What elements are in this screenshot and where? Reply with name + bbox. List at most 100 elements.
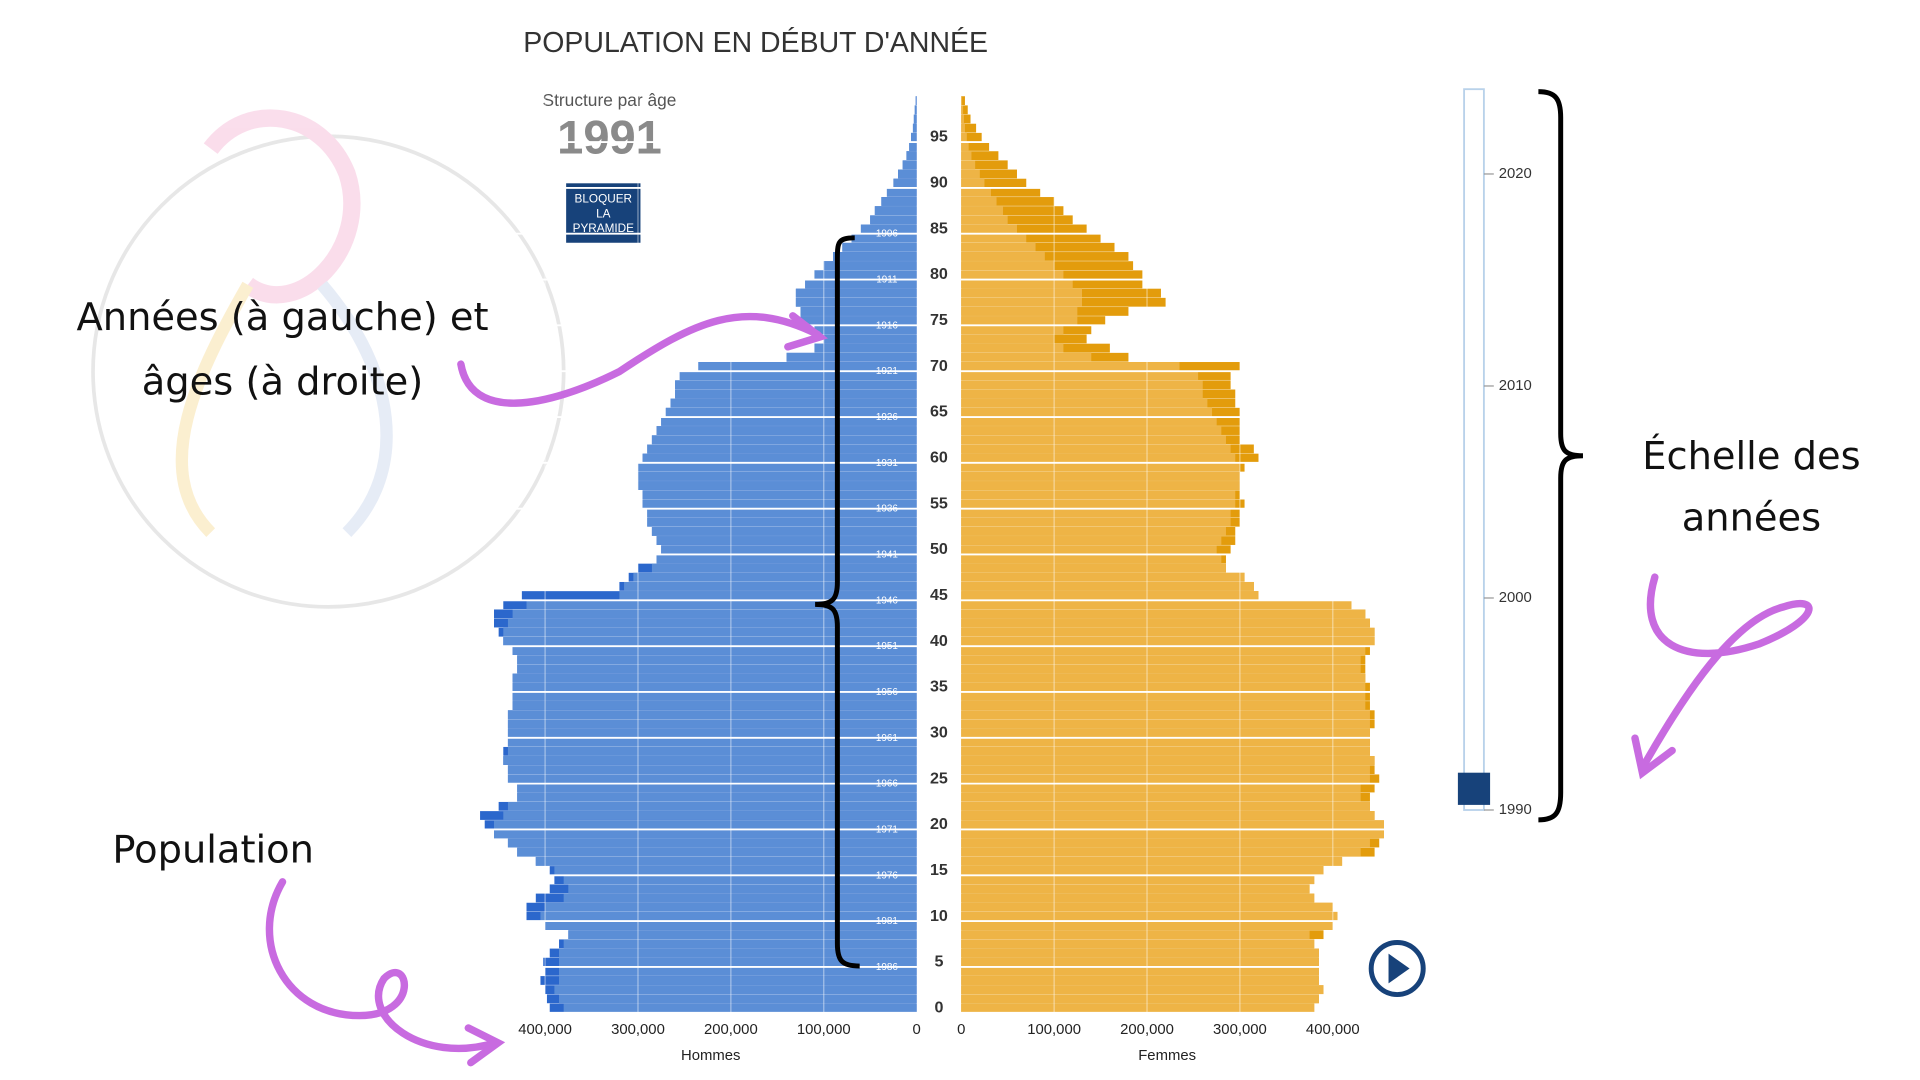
bar-men-shared <box>507 746 917 756</box>
bar-men-shared <box>656 426 917 435</box>
bar-men-shared <box>559 957 917 967</box>
bar-men-shared <box>651 435 917 445</box>
bar-women-shared <box>961 719 1370 729</box>
bar-women-shared <box>961 847 1361 857</box>
bar-women-shared <box>961 581 1254 591</box>
lock-button-label[interactable]: BLOQUER <box>575 193 632 206</box>
age-tick-label: 35 <box>930 678 948 696</box>
birth-year-label: 1921 <box>876 366 899 377</box>
bar-women-shared <box>961 178 985 188</box>
x-tick-label: 0 <box>957 1022 965 1038</box>
bar-men-shared <box>637 481 917 490</box>
bar-women-shared <box>961 838 1370 848</box>
bar-women-shared <box>961 985 1324 995</box>
bar-women <box>961 105 968 115</box>
lock-button-label[interactable]: LA <box>596 207 611 220</box>
bar-women-shared <box>961 701 1366 710</box>
lock-button-label[interactable]: PYRAMIDE <box>573 222 635 235</box>
x-tick-label: 200,000 <box>1120 1022 1174 1038</box>
bar-men-shared <box>554 985 917 995</box>
bar-women-shared <box>961 105 964 115</box>
subtitle: Structure par âge <box>543 90 677 110</box>
bar-women-shared <box>961 151 972 161</box>
bar-women-shared <box>961 206 1004 216</box>
bar-men-shared <box>517 783 917 793</box>
bar-men-shared <box>642 499 917 509</box>
bar-men-shared <box>915 96 917 106</box>
bar-women-shared <box>961 930 1310 940</box>
bar-men-shared <box>559 966 917 976</box>
age-tick-label: 10 <box>930 907 948 925</box>
bar-men-shared <box>814 270 917 280</box>
bar-women-shared <box>961 215 1008 225</box>
arrow <box>265 312 1813 1067</box>
birth-year-label: 1911 <box>876 275 898 286</box>
bar-women-shared <box>961 966 1319 976</box>
bar-men-shared <box>670 398 917 408</box>
bar-women-shared <box>961 426 1222 435</box>
bar-women-shared <box>961 371 1199 380</box>
bar-men-shared <box>661 545 917 555</box>
year-display: 1991 <box>557 111 662 164</box>
age-tick-label: 15 <box>930 861 948 879</box>
bar-women-shared <box>961 609 1366 619</box>
birth-year-label: 1936 <box>876 504 899 515</box>
bar-women-shared <box>961 279 1073 289</box>
bar-women-shared <box>961 921 1333 930</box>
bar-men-shared <box>507 710 917 720</box>
axis-label: Hommes <box>681 1048 740 1064</box>
bar-men-shared <box>642 490 917 500</box>
bar-women-shared <box>961 563 1226 573</box>
bar-men-shared <box>800 316 917 325</box>
bar-men-shared <box>642 453 917 463</box>
bar-women <box>961 160 1008 170</box>
age-tick-label: 45 <box>930 586 948 604</box>
bar-men-shared <box>805 279 917 289</box>
x-tick-label: 300,000 <box>1213 1022 1267 1038</box>
bar-women-shared <box>961 957 1319 967</box>
age-tick-label: 20 <box>930 815 948 833</box>
bar-men-shared <box>909 142 917 151</box>
age-tick-label: 80 <box>930 265 948 283</box>
bar-women-shared <box>961 499 1236 509</box>
bar-men-shared <box>517 792 917 802</box>
year-slider[interactable]: 1990 2000 2010 2020 <box>1457 88 1532 818</box>
bar-men-shared <box>906 151 917 161</box>
bar-men-shared <box>637 462 917 472</box>
birth-year-label: 1986 <box>876 962 899 973</box>
bar-men-shared <box>647 517 917 527</box>
birth-year-label: 1961 <box>876 733 899 744</box>
bar-women-shared <box>961 994 1319 1004</box>
bar-men-shared <box>651 563 917 573</box>
bar-women <box>961 233 1101 243</box>
slider-handle[interactable] <box>1457 772 1491 805</box>
bar-women-shared <box>961 820 1384 830</box>
bar-men-shared <box>647 508 917 518</box>
bar-women-shared <box>961 407 1213 417</box>
bar-men-shared <box>545 902 917 912</box>
slider-tick-label: 2000 <box>1499 590 1532 606</box>
x-tick-label: 100,000 <box>1027 1022 1081 1038</box>
bar-women <box>961 224 1087 234</box>
bar-men-shared <box>656 536 917 545</box>
x-tick-label: 100,000 <box>797 1022 851 1038</box>
bar-men-shared <box>886 187 917 197</box>
annotation: Population <box>112 828 314 873</box>
x-tick-label: 400,000 <box>518 1022 572 1038</box>
play-button[interactable] <box>1368 940 1426 998</box>
bar-men-shared <box>814 343 917 353</box>
bar-men-shared <box>786 352 917 362</box>
bar-men-shared <box>512 691 917 701</box>
age-tick-label: 75 <box>930 311 948 329</box>
bar-women <box>961 132 982 142</box>
bar-women-shared <box>961 911 1338 921</box>
bar-women-shared <box>961 554 1222 564</box>
bar-women-shared <box>961 96 963 106</box>
bar-women-shared <box>961 691 1366 701</box>
bar-women <box>961 96 965 106</box>
birth-year-label: 1926 <box>876 412 899 423</box>
bar-men-shared <box>503 636 917 646</box>
x-tick-label: 0 <box>913 1022 921 1038</box>
bar-women-shared <box>961 224 1017 234</box>
